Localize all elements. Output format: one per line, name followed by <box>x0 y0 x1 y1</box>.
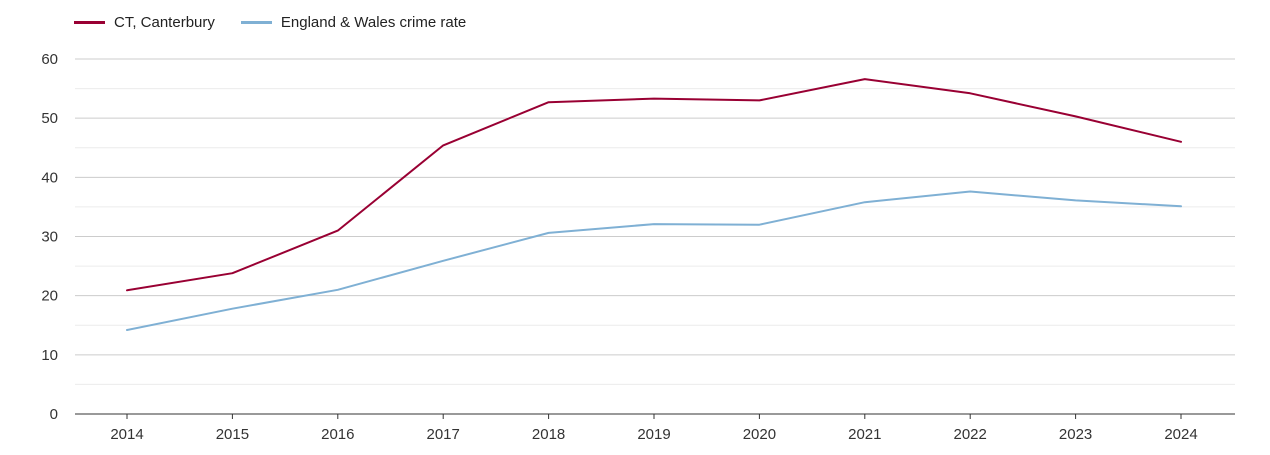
grid <box>75 58 1235 385</box>
x-tick-label: 2014 <box>110 426 143 443</box>
x-tick-label: 2023 <box>1059 426 1092 443</box>
y-tick-label: 30 <box>41 229 58 246</box>
y-tick-label: 60 <box>41 51 58 68</box>
legend-label-canterbury: CT, Canterbury <box>114 14 215 31</box>
x-tick-label: 2016 <box>321 426 354 443</box>
legend: CT, Canterbury England & Wales crime rat… <box>74 14 466 31</box>
x-tick-label: 2015 <box>216 426 249 443</box>
y-tick-label: 20 <box>41 288 58 305</box>
legend-swatch-england-wales <box>240 21 272 24</box>
x-tick-label: 2022 <box>954 426 987 443</box>
x-tick-label: 2020 <box>743 426 776 443</box>
legend-item-england-wales[interactable]: England & Wales crime rate <box>240 14 467 31</box>
x-tick-label: 2024 <box>1164 426 1197 443</box>
series-line-canterbury[interactable] <box>126 78 1182 292</box>
y-tick-label: 0 <box>50 406 58 423</box>
x-tick-label: 2018 <box>532 426 565 443</box>
legend-label-england-wales: England & Wales crime rate <box>280 14 467 31</box>
y-axis-ticks: 0 10 20 30 40 50 60 <box>41 51 58 423</box>
series-line-england-wales[interactable] <box>126 190 1182 331</box>
legend-swatch-canterbury <box>74 21 105 24</box>
y-tick-label: 50 <box>41 110 58 127</box>
x-tick-label: 2017 <box>427 426 460 443</box>
legend-item-canterbury[interactable]: CT, Canterbury <box>74 14 215 31</box>
x-tick-label: 2021 <box>848 426 881 443</box>
y-tick-label: 40 <box>41 169 58 186</box>
x-tick-label: 2019 <box>637 426 670 443</box>
y-tick-label: 10 <box>41 347 58 364</box>
x-axis-ticks: 2014 2015 2016 2017 2018 2019 2020 2021 2022 2023… <box>110 414 1198 443</box>
